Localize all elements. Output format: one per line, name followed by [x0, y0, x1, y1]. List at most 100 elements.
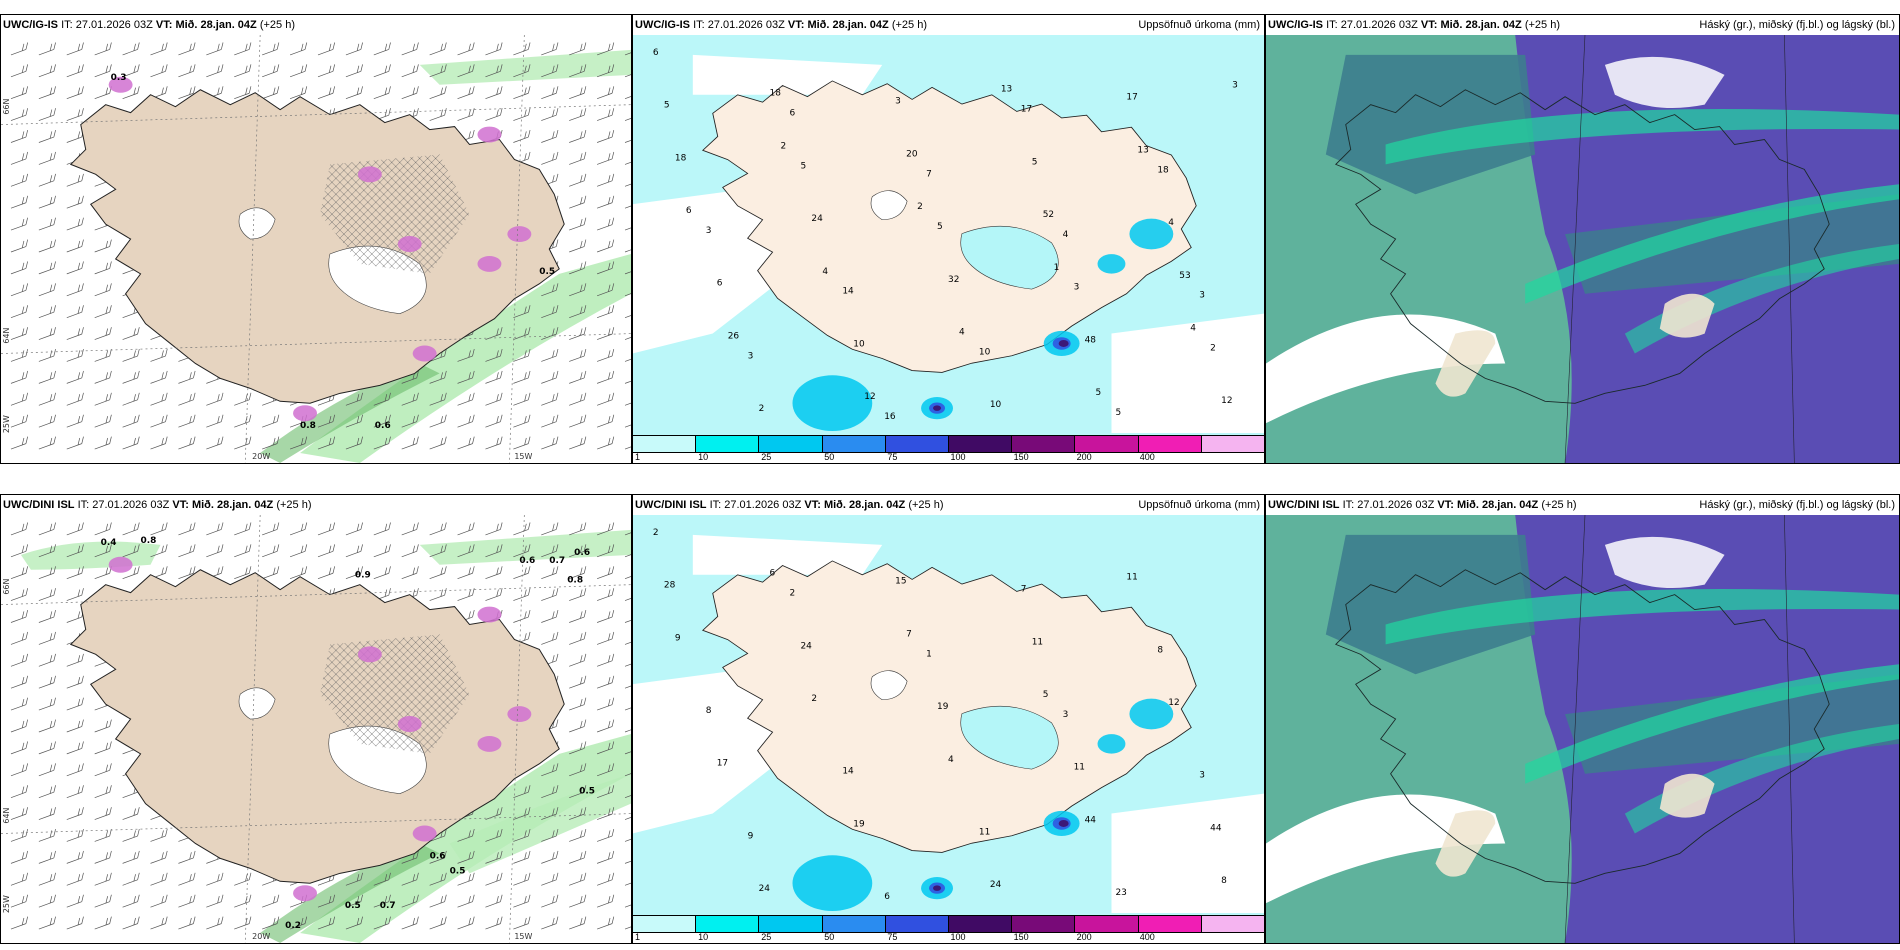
panel-title: Uppsöfnuð úrkoma (mm) [1138, 15, 1260, 35]
precip-value: 9 [675, 633, 681, 643]
panel-header: UWC/DINI ISL IT: 27.01.2026 03Z VT: Mið.… [1266, 495, 1577, 515]
precip-value: 17 [1126, 93, 1137, 103]
wind-value: 0.6 [375, 421, 391, 431]
colorbar-label: 150 [1013, 452, 1029, 462]
colorbar-swatch [1138, 916, 1202, 932]
wind-value: 0.9 [355, 571, 371, 581]
precip-value: 2 [917, 202, 923, 212]
precip-value: 6 [717, 279, 723, 289]
wind-value: 0.7 [380, 901, 396, 911]
colorbar-label [1201, 452, 1264, 463]
precip-value: 1 [1054, 263, 1060, 273]
colorbar-swatch [759, 436, 823, 452]
precip-value: 5 [1115, 408, 1121, 418]
lon-label: 15W [514, 932, 532, 941]
precip-value: 2 [790, 589, 796, 599]
panel-precip-dini: UWC/DINI ISL IT: 27.01.2026 03Z VT: Mið.… [632, 494, 1265, 944]
precip-value: 53 [1179, 271, 1190, 281]
colorbar-swatch [633, 916, 697, 932]
colorbar-label: 1 [635, 932, 641, 942]
precip-value: 12 [1168, 698, 1179, 708]
precip-value: 26 [728, 331, 740, 341]
precip-value: 4 [822, 267, 828, 277]
wind-value: 0.5 [579, 787, 595, 797]
colorbar-swatch [1012, 436, 1076, 452]
lon-label: 20W [252, 932, 270, 941]
colorbar-label: 75 [887, 932, 898, 942]
precip-value: 16 [884, 412, 896, 422]
precip-value: 6 [884, 892, 890, 902]
precip-map: 6 6 7 4 3 3 16 17 18 3 14 10 5 5 5 5 3 2 2 3 5 4 6 10 10 17 18 24 32… [633, 35, 1264, 435]
panel-header: UWC/IG-IS IT: 27.01.2026 03Z VT: Mið. 28… [1, 15, 295, 35]
lat-label: 64N [2, 327, 11, 343]
panel-title: Uppsöfnuð úrkoma (mm) [1138, 495, 1260, 515]
cloud-map [1266, 35, 1899, 463]
precip-value: 5 [1096, 388, 1102, 398]
colorbar-swatch [1138, 436, 1202, 452]
precip-value: 4 [959, 328, 965, 338]
precip-value: 4 [1063, 230, 1069, 240]
colorbar-swatch [1201, 436, 1264, 452]
panel-header: UWC/IG-IS IT: 27.01.2026 03Z VT: Mið. 28… [633, 15, 927, 35]
panel-header: UWC/IG-IS IT: 27.01.2026 03Z VT: Mið. 28… [1266, 15, 1560, 35]
precip-value: 12 [864, 392, 875, 402]
colorbar-swatch [633, 436, 697, 452]
precip-value: 13 [1137, 145, 1148, 155]
colorbar-swatch [885, 436, 950, 452]
wind-value: 0.8 [300, 421, 316, 431]
precip-value: 6 [653, 48, 659, 58]
colorbar-label: 200 [1076, 452, 1092, 462]
precip-value: 24 [759, 884, 771, 894]
precip-value: 17 [1021, 105, 1032, 115]
colorbar-label [1201, 932, 1264, 943]
precip-value: 18 [770, 89, 782, 99]
colorbar-label: 50 [824, 932, 835, 942]
colorbar-label: 75 [887, 452, 898, 462]
panel-header: UWC/DINI ISL IT: 27.01.2026 03Z VT: Mið.… [1, 495, 312, 515]
precip-value: 3 [1063, 710, 1069, 720]
colorbar-swatch [949, 436, 1013, 452]
panel-cloud-igis: UWC/IG-IS IT: 27.01.2026 03Z VT: Mið. 28… [1265, 14, 1900, 464]
precip-value: 9 [748, 831, 754, 841]
precip-value: 5 [937, 222, 943, 232]
lat-label: 25W [2, 415, 11, 433]
wind-map: 20W 15W 66N 64N 25W 0.3 0.8 0.5 0.6 [1, 35, 631, 463]
colorbar-swatch [1075, 916, 1139, 932]
panel-cloud-dini: UWC/DINI ISL IT: 27.01.2026 03Z VT: Mið.… [1265, 494, 1900, 944]
wind-value: 0.5 [345, 901, 361, 911]
precip-value: 20 [906, 149, 918, 159]
precip-value: 2 [1210, 343, 1216, 353]
cloud-map [1266, 515, 1899, 943]
lon-label: 15W [514, 452, 532, 461]
precip-value: 5 [1032, 157, 1038, 167]
wind-value: 0.5 [450, 866, 466, 876]
panel-header: UWC/DINI ISL IT: 27.01.2026 03Z VT: Mið.… [633, 495, 944, 515]
precip-value: 11 [1032, 637, 1043, 647]
precip-value: 6 [686, 206, 692, 216]
panel-title: Háský (gr.), miðský (fj.bl.) og lágský (… [1699, 15, 1895, 35]
precip-value: 8 [1157, 645, 1163, 655]
colorbar-swatch [1075, 436, 1139, 452]
precip-value: 24 [990, 880, 1002, 890]
precip-value: 5 [1043, 690, 1049, 700]
precip-value: 6 [770, 569, 776, 579]
precip-value: 3 [706, 226, 712, 236]
precip-value: 3 [895, 97, 901, 107]
precip-value: 24 [811, 214, 823, 224]
colorbar-swatch [1012, 916, 1076, 932]
precip-value: 2 [811, 694, 817, 704]
precip-value: 18 [675, 153, 687, 163]
colorbar-swatch [885, 916, 950, 932]
precip-value: 4 [1168, 218, 1174, 228]
colorbar-swatch [696, 916, 760, 932]
colorbar-label: 1 [635, 452, 641, 462]
precip-value: 24 [800, 641, 812, 651]
precip-value: 17 [717, 759, 728, 769]
precip-colorbar: 1 10 25 50 75 100 150 200 400 [633, 435, 1264, 463]
precip-value: 8 [706, 706, 712, 716]
precip-value: 2 [781, 141, 787, 151]
wind-value: 0.6 [430, 851, 446, 861]
precip-value: 7 [1021, 585, 1027, 595]
colorbar-swatch [1201, 916, 1264, 932]
precip-value: 18 [1157, 165, 1169, 175]
